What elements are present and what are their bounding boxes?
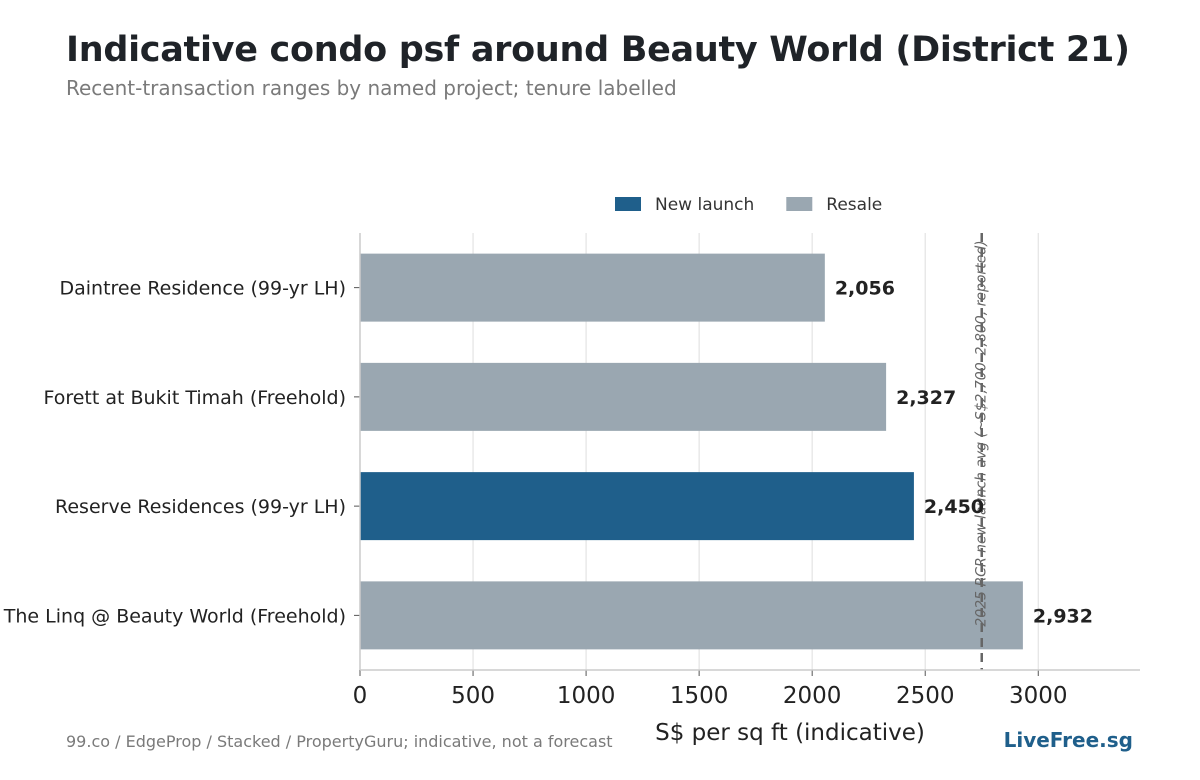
bars (360, 253, 1023, 650)
x-axis-title: S$ per sq ft (indicative) (655, 720, 925, 746)
x-tick-label: 2000 (783, 683, 842, 709)
legend-item[interactable]: New launch (615, 195, 754, 215)
y-tick-label: Forett at Bukit Timah (Freehold) (43, 387, 346, 409)
chart-title: Indicative condo psf around Beauty World… (66, 30, 1130, 70)
x-tick-label: 0 (353, 683, 368, 709)
legend-swatch (615, 197, 641, 211)
value-label: 2,327 (896, 387, 956, 409)
bar[interactable] (360, 253, 825, 322)
x-tick-label: 1000 (557, 683, 616, 709)
source-note: 99.co / EdgeProp / Stacked / PropertyGur… (66, 732, 613, 751)
value-label: 2,932 (1033, 605, 1093, 627)
bar[interactable] (360, 362, 887, 431)
x-tick-label: 2500 (896, 683, 955, 709)
axes (354, 233, 1140, 676)
reference-line-group: 2025 RCR new-launch avg (~S$2,700–2,800,… (974, 233, 990, 670)
x-tick-label: 1500 (670, 683, 729, 709)
legend-label: New launch (655, 195, 754, 215)
x-tick-label: 3000 (1009, 683, 1068, 709)
bar[interactable] (360, 472, 914, 541)
reference-line-label: 2025 RCR new-launch avg (~S$2,700–2,800,… (974, 240, 990, 626)
y-tick-label: Reserve Residences (99-yr LH) (55, 496, 346, 518)
value-label: 2,450 (924, 496, 984, 518)
legend[interactable]: New launch Resale (615, 195, 882, 215)
legend-swatch (786, 197, 813, 211)
labels: 0 500 1000 1500 2000 2500 3000 Daintree Residen… (3, 278, 1093, 746)
legend-label: Resale (826, 195, 882, 215)
brand-logo-text[interactable]: LiveFree.sg (1003, 728, 1133, 752)
y-tick-label: The Linq @ Beauty World (Freehold) (3, 605, 346, 627)
bar[interactable] (360, 581, 1023, 650)
chart-subtitle: Recent-transaction ranges by named proje… (66, 76, 677, 100)
value-label: 2,056 (835, 278, 895, 300)
x-tick-label: 500 (451, 683, 495, 709)
y-tick-label: Daintree Residence (99-yr LH) (59, 278, 346, 300)
legend-item[interactable]: Resale (786, 195, 882, 215)
